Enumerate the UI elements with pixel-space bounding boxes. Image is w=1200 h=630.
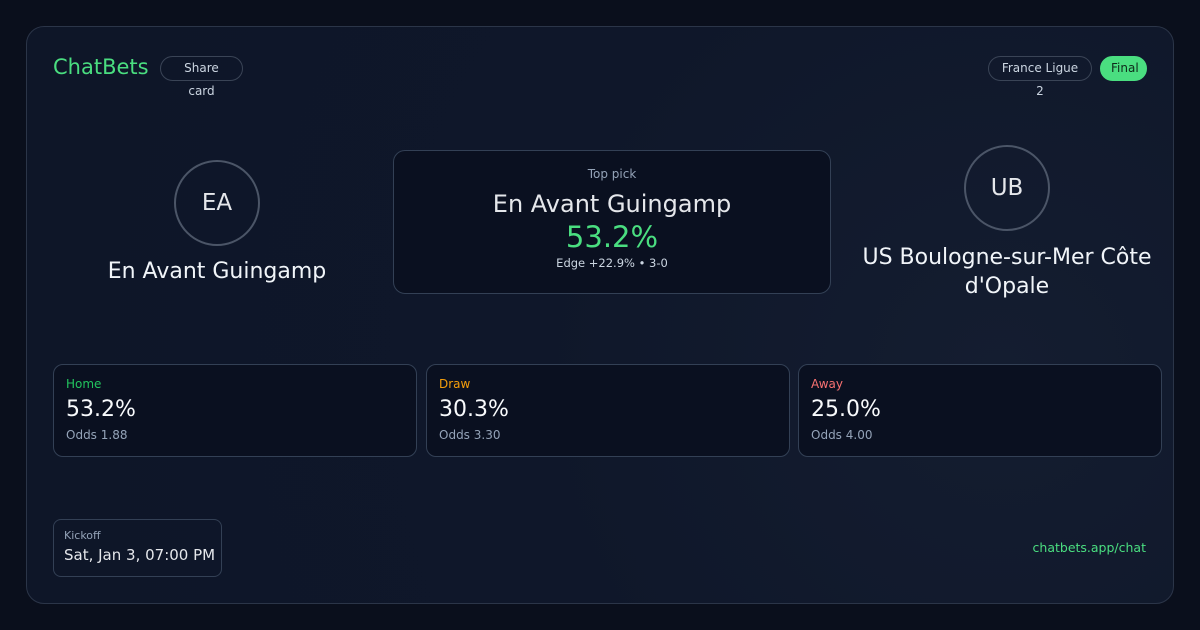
kickoff-box: Kickoff Sat, Jan 3, 07:00 PM (53, 519, 222, 577)
home-team-name: En Avant Guingamp (107, 259, 327, 284)
brand-logo: ChatBets (53, 55, 149, 79)
top-pick-label: Top pick (587, 167, 637, 181)
stat-odds: Odds 1.88 (66, 428, 128, 442)
top-pick-team: En Avant Guingamp (492, 190, 732, 218)
stat-value: 25.0% (811, 397, 881, 422)
kickoff-time: Sat, Jan 3, 07:00 PM (64, 546, 216, 564)
stat-label: Away (811, 377, 843, 391)
stat-odds: Odds 3.30 (439, 428, 501, 442)
top-pick-detail: Edge +22.9% • 3-0 (556, 256, 668, 270)
share-card-button[interactable]: Share card (160, 56, 243, 98)
home-team-avatar: EA (174, 160, 260, 246)
top-pick-panel: Top pick En Avant Guingamp 53.2% Edge +2… (393, 150, 831, 294)
status-badge: Final (1100, 56, 1147, 81)
stat-value: 53.2% (66, 397, 136, 422)
away-team-name: US Boulogne-sur-Mer Côte d'Opale (862, 245, 1152, 299)
stat-odds: Odds 4.00 (811, 428, 873, 442)
league-badge: France Ligue 2 (988, 56, 1092, 98)
stat-card-away: Away 25.0% Odds 4.00 (798, 364, 1162, 457)
stat-label: Home (66, 377, 102, 391)
away-team-avatar: UB (964, 145, 1050, 231)
share-card (26, 26, 1174, 604)
footer-link[interactable]: chatbets.app/chat (1032, 540, 1146, 555)
stat-card-home: Home 53.2% Odds 1.88 (53, 364, 417, 457)
kickoff-label: Kickoff (64, 529, 101, 542)
stat-value: 30.3% (439, 397, 509, 422)
stat-label: Draw (439, 377, 471, 391)
top-pick-probability: 53.2% (565, 220, 659, 254)
stat-card-draw: Draw 30.3% Odds 3.30 (426, 364, 790, 457)
